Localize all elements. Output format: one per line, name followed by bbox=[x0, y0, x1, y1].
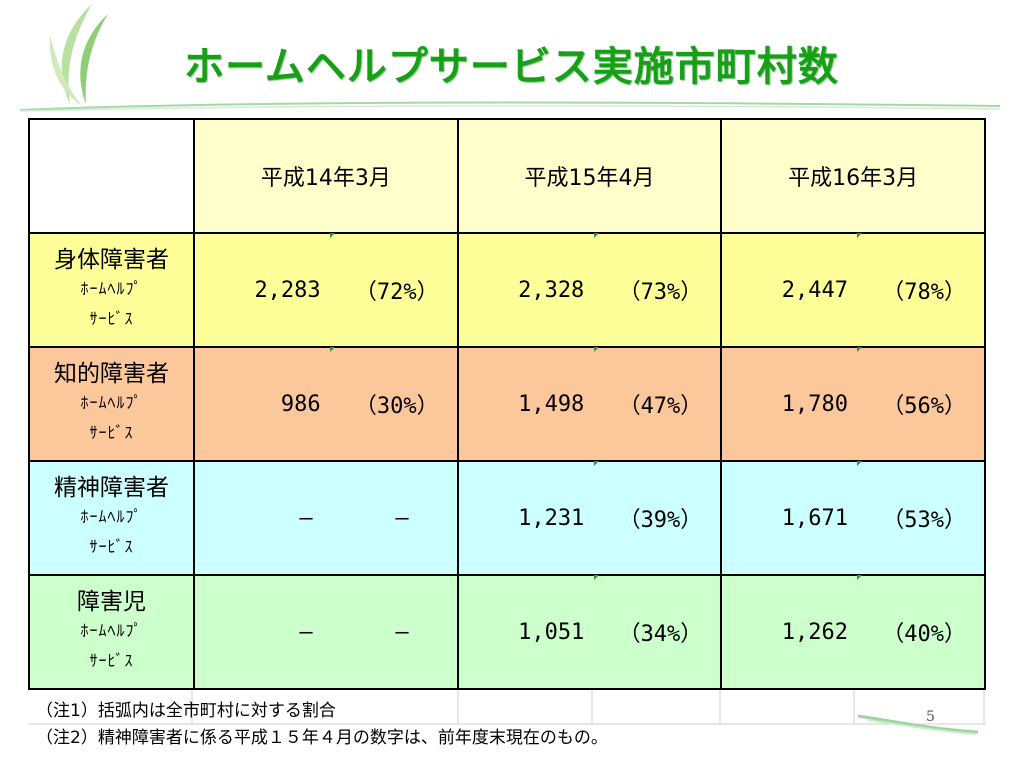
row-label-main: 身体障害者 bbox=[54, 247, 170, 273]
percent-value: （30%） bbox=[354, 394, 439, 419]
count-value: ― bbox=[299, 505, 313, 531]
value-cell: 1,498 （47%） bbox=[456, 346, 723, 462]
cell-marker bbox=[857, 347, 863, 352]
row-label-sub: ﾎｰﾑﾍﾙﾌﾟ bbox=[80, 507, 143, 526]
count-value: 1,671 bbox=[781, 505, 848, 531]
count-value: 2,283 bbox=[254, 277, 321, 303]
page-title: ホームヘルプサービス実施市町村数 bbox=[184, 44, 839, 90]
percent-value: ― bbox=[395, 619, 409, 645]
value-cell: ― ― bbox=[193, 460, 459, 576]
value-cell: 2,328 （73%） bbox=[456, 232, 723, 348]
cell-marker bbox=[593, 347, 599, 352]
count-value: ― bbox=[299, 619, 313, 645]
count-value: 1,780 bbox=[781, 391, 848, 417]
count-value: 1,262 bbox=[781, 619, 848, 645]
footnote: （注2）精神障害者に係る平成１５年４月の数字は、前年度末現在のもの。 bbox=[36, 728, 608, 748]
value-cell: ― ― bbox=[193, 574, 459, 690]
percent-value: （78%） bbox=[882, 280, 966, 305]
row-label-sub: ｻｰﾋﾞｽ bbox=[89, 423, 134, 442]
cell-marker bbox=[857, 461, 863, 466]
row-label: 精神障害者 ﾎｰﾑﾍﾙﾌﾟ ｻｰﾋﾞｽ bbox=[27, 460, 196, 576]
value-cell: 1,262 （40%） bbox=[720, 574, 986, 690]
value-cell: 2,283 （72%） bbox=[193, 232, 459, 348]
cell-marker bbox=[330, 233, 336, 238]
row-label-sub: ｻｰﾋﾞｽ bbox=[89, 309, 134, 328]
row-label-main: 障害児 bbox=[77, 589, 147, 615]
service-table: 平成14年3月 平成15年4月 平成16年3月 身体障害者 ﾎｰﾑﾍﾙﾌﾟ ｻｰ… bbox=[27, 118, 986, 690]
count-value: 2,447 bbox=[781, 277, 848, 303]
table-row: 障害児 ﾎｰﾑﾍﾙﾌﾟ ｻｰﾋﾞｽ ― ― 1,051 （34%） 1,262 （40… bbox=[27, 574, 986, 690]
percent-value: （56%） bbox=[882, 394, 966, 419]
count-value: 1,498 bbox=[518, 391, 585, 417]
row-label-sub: ﾎｰﾑﾍﾙﾌﾟ bbox=[80, 393, 143, 412]
value-cell: 1,231 （39%） bbox=[456, 460, 723, 576]
row-label-sub: ﾎｰﾑﾍﾙﾌﾟ bbox=[80, 279, 143, 298]
percent-value: （53%） bbox=[882, 508, 966, 533]
row-label-sub: ｻｰﾋﾞｽ bbox=[89, 651, 134, 670]
row-label: 身体障害者 ﾎｰﾑﾍﾙﾌﾟ ｻｰﾋﾞｽ bbox=[27, 232, 196, 348]
header-cell: 平成16年3月 bbox=[720, 118, 986, 234]
footer-swoosh-icon bbox=[858, 714, 978, 735]
cell-marker bbox=[593, 233, 599, 238]
cell-marker bbox=[593, 575, 599, 580]
cell-marker bbox=[330, 347, 336, 352]
percent-value: （39%） bbox=[618, 508, 703, 533]
corner-cell bbox=[27, 118, 196, 234]
row-label: 障害児 ﾎｰﾑﾍﾙﾌﾟ ｻｰﾋﾞｽ bbox=[27, 574, 196, 690]
percent-value: ― bbox=[395, 505, 409, 531]
value-cell: 1,780 （56%） bbox=[720, 346, 986, 462]
count-value: 1,231 bbox=[518, 505, 585, 531]
value-cell: 986 （30%） bbox=[193, 346, 459, 462]
table-row: 身体障害者 ﾎｰﾑﾍﾙﾌﾟ ｻｰﾋﾞｽ 2,283 （72%） 2,328 （73%… bbox=[27, 232, 986, 348]
header-cell: 平成14年3月 bbox=[193, 118, 459, 234]
percent-value: （73%） bbox=[618, 280, 703, 305]
faint-grid-lines bbox=[28, 690, 986, 725]
footnotes: （注1）括弧内は全市町村に対する割合 （注2）精神障害者に係る平成１５年４月の数… bbox=[36, 698, 608, 752]
header-cell: 平成15年4月 bbox=[456, 118, 723, 234]
footnote: （注1）括弧内は全市町村に対する割合 bbox=[36, 701, 336, 721]
value-cell: 2,447 （78%） bbox=[720, 232, 986, 348]
table-row: 知的障害者 ﾎｰﾑﾍﾙﾌﾟ ｻｰﾋﾞｽ 986 （30%） 1,498 （47%） … bbox=[27, 346, 986, 462]
count-value: 986 bbox=[280, 391, 321, 417]
row-label-sub: ﾎｰﾑﾍﾙﾌﾟ bbox=[80, 621, 143, 640]
page-number: 5 bbox=[926, 709, 935, 725]
row-label-main: 知的障害者 bbox=[54, 361, 170, 387]
cell-marker bbox=[857, 233, 863, 238]
title-underline bbox=[20, 101, 1000, 112]
row-label-sub: ｻｰﾋﾞｽ bbox=[89, 537, 134, 556]
percent-value: （40%） bbox=[882, 622, 966, 647]
table-row: 精神障害者 ﾎｰﾑﾍﾙﾌﾟ ｻｰﾋﾞｽ ― ― 1,231 （39%） 1,671 （… bbox=[27, 460, 986, 576]
value-cell: 1,051 （34%） bbox=[456, 574, 723, 690]
header-row: 平成14年3月 平成15年4月 平成16年3月 bbox=[27, 118, 986, 234]
value-cell: 1,671 （53%） bbox=[720, 460, 986, 576]
percent-value: （34%） bbox=[618, 622, 703, 647]
percent-value: （47%） bbox=[618, 394, 703, 419]
row-label: 知的障害者 ﾎｰﾑﾍﾙﾌﾟ ｻｰﾋﾞｽ bbox=[27, 346, 196, 462]
percent-value: （72%） bbox=[354, 280, 439, 305]
row-label-main: 精神障害者 bbox=[54, 475, 170, 501]
cell-marker bbox=[593, 461, 599, 466]
cell-marker bbox=[857, 575, 863, 580]
leaf-logo-icon bbox=[49, 4, 108, 106]
count-value: 2,328 bbox=[518, 277, 585, 303]
count-value: 1,051 bbox=[518, 619, 585, 645]
